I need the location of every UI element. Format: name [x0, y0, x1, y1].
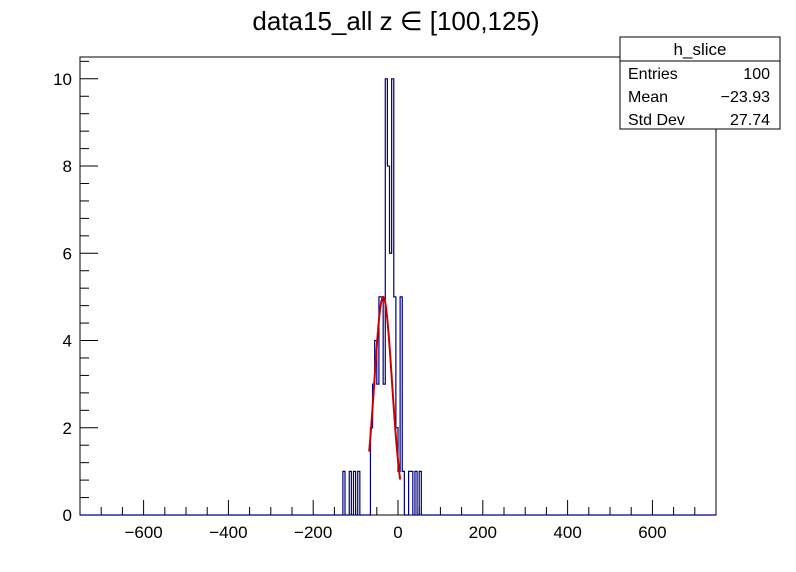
plot-area: −600 −400 −200 0 200 400 600 0 2 4 6 8 10: [53, 56, 717, 542]
x-tick-label: 600: [638, 523, 666, 542]
fit-curve: [368, 295, 402, 480]
stats-box: h_slice Entries 100 Mean −23.93 Std Dev …: [619, 36, 781, 130]
stats-mean-value: −23.93: [721, 89, 770, 106]
x-tick-label: 200: [469, 523, 497, 542]
x-tick-label: −400: [209, 523, 247, 542]
stats-stddev-value: 27.74: [730, 112, 770, 129]
y-tick-label: 6: [63, 244, 72, 263]
stats-entries-value: 100: [743, 66, 770, 83]
y-tick-label: 2: [63, 419, 72, 438]
histogram-outline: [80, 78, 716, 516]
x-tick-label: −200: [294, 523, 332, 542]
y-tick-label: 0: [63, 506, 72, 525]
y-tick-label: 4: [63, 332, 72, 351]
y-tick-label: 10: [53, 70, 72, 89]
stats-entries-label: Entries: [628, 66, 678, 83]
stats-stddev-label: Std Dev: [628, 112, 685, 129]
stats-mean-label: Mean: [628, 89, 668, 106]
x-tick-label: 400: [553, 523, 581, 542]
stats-box-name: h_slice: [674, 40, 727, 59]
y-tick-label: 8: [63, 157, 72, 176]
x-axis: −600 −400 −200 0 200 400 600: [124, 500, 667, 542]
stats-box-frame: [619, 36, 781, 130]
chart-title: data15_all z ∈ [100,125): [252, 6, 539, 36]
y-axis: 0 2 4 6 8 10: [53, 70, 98, 525]
x-tick-label: 0: [393, 523, 402, 542]
x-tick-label: −600: [124, 523, 162, 542]
